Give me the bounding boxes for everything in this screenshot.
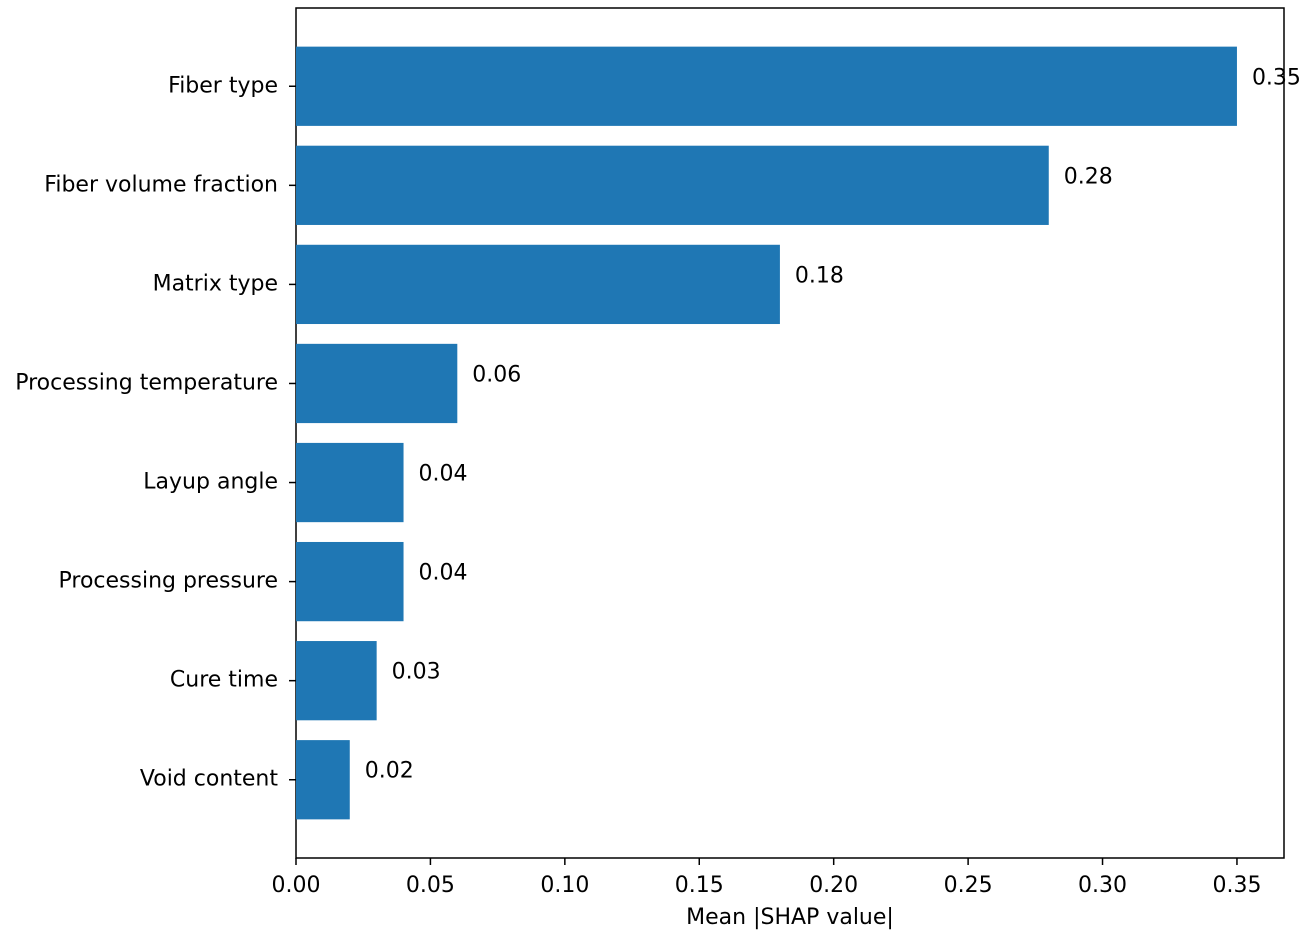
value-label: 0.04 xyxy=(419,561,468,586)
value-label: 0.04 xyxy=(419,462,468,487)
bar xyxy=(296,740,350,820)
x-tick-label: 0.25 xyxy=(944,873,993,898)
value-label: 0.35 xyxy=(1252,65,1300,90)
x-tick-label: 0.35 xyxy=(1212,873,1261,898)
y-tick-label: Fiber type xyxy=(168,73,278,98)
bar xyxy=(296,46,1237,126)
bar xyxy=(296,541,404,622)
x-tick-label: 0.30 xyxy=(1078,873,1127,898)
plot-frame xyxy=(295,7,1285,859)
y-tick-label: Layup angle xyxy=(143,470,278,495)
y-tick-label: Fiber volume fraction xyxy=(44,172,278,197)
bar xyxy=(296,442,404,523)
y-tick-label: Void content xyxy=(140,767,278,792)
bar xyxy=(296,244,780,325)
x-tick-label: 0.00 xyxy=(272,873,321,898)
bar xyxy=(296,343,458,424)
bar xyxy=(296,641,377,721)
value-label: 0.18 xyxy=(795,263,844,288)
x-axis-label: Mean |SHAP value| xyxy=(686,905,894,930)
y-tick-label: Matrix type xyxy=(153,271,278,296)
bar xyxy=(296,145,1049,225)
y-tick-label: Processing temperature xyxy=(15,370,278,395)
x-tick-label: 0.05 xyxy=(406,873,455,898)
y-tick-label: Cure time xyxy=(170,668,278,693)
value-label: 0.03 xyxy=(392,660,441,685)
value-label: 0.02 xyxy=(365,759,414,784)
x-tick-label: 0.20 xyxy=(809,873,858,898)
x-tick-label: 0.10 xyxy=(540,873,589,898)
x-tick-label: 0.15 xyxy=(675,873,724,898)
value-label: 0.28 xyxy=(1064,164,1113,189)
y-tick-label: Processing pressure xyxy=(59,569,279,594)
value-label: 0.06 xyxy=(472,362,521,387)
